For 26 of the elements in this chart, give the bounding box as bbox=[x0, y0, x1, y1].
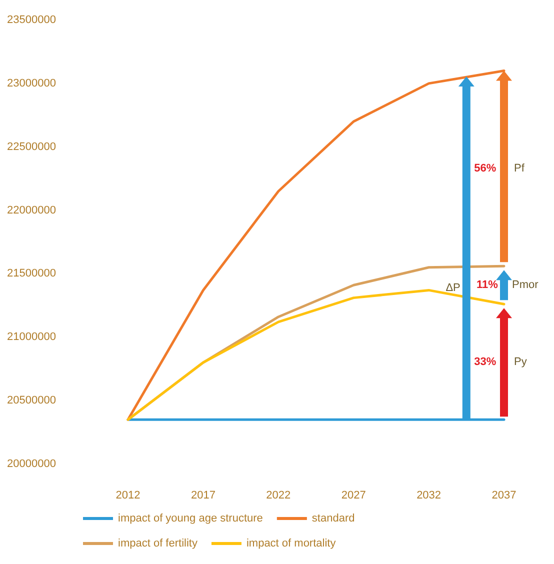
annotation: 56% bbox=[474, 162, 496, 174]
x-tick-label: 2027 bbox=[341, 490, 366, 502]
x-tick-label: 2032 bbox=[416, 490, 442, 502]
annotation: 11% bbox=[476, 279, 498, 292]
x-tick-label: 2017 bbox=[190, 490, 216, 502]
annotation: Pf bbox=[514, 162, 526, 174]
y-tick-label: 23000000 bbox=[7, 77, 56, 90]
y-tick-label: 22500000 bbox=[7, 140, 56, 153]
legend-label: impact of mortality bbox=[246, 538, 336, 550]
annotation: 33% bbox=[474, 356, 496, 368]
x-tick-label: 2037 bbox=[492, 490, 516, 502]
line-series bbox=[126, 69, 506, 421]
annotation: ΔP bbox=[446, 282, 460, 294]
y-tick-label: 20500000 bbox=[7, 394, 56, 407]
y-tick-label: 21500000 bbox=[7, 268, 56, 280]
x-tick-label: 2022 bbox=[266, 490, 291, 502]
annotation: Py bbox=[514, 356, 528, 368]
legend-label: impact of young age structure bbox=[118, 512, 263, 524]
annotation: Pmor bbox=[512, 279, 539, 292]
legend-label: impact of fertility bbox=[118, 538, 198, 550]
y-tick-label: 23500000 bbox=[7, 14, 56, 26]
y-tick-label: 20000000 bbox=[7, 458, 56, 470]
y-tick-label: 22000000 bbox=[7, 204, 56, 216]
y-tick-label: 21000000 bbox=[7, 331, 56, 344]
legend-label: standard bbox=[312, 512, 355, 524]
x-tick-label: 2012 bbox=[116, 490, 140, 502]
